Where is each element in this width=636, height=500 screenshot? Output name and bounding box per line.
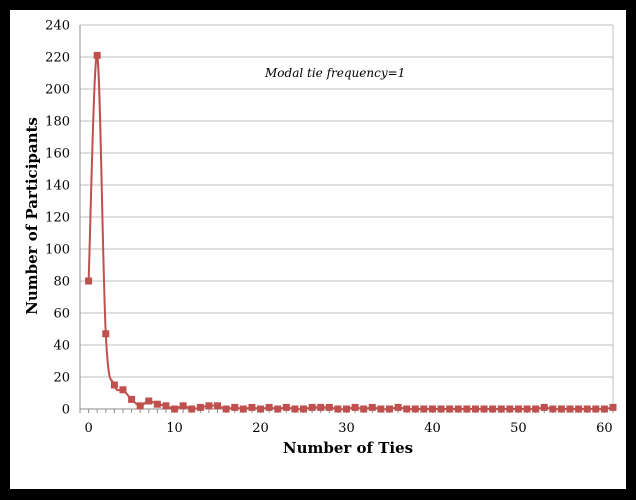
- data-point-marker: [274, 405, 282, 413]
- y-tick-label: 0: [62, 403, 70, 418]
- y-tick-labels: 0 20 40 60 80 100 120 140 160 180 200 220 240: [45, 19, 70, 418]
- data-point-marker: [282, 403, 290, 411]
- data-point-marker: [325, 403, 333, 411]
- data-point-marker: [93, 51, 101, 59]
- data-point-marker: [566, 405, 574, 413]
- data-point-marker: [557, 405, 565, 413]
- data-point-marker: [480, 405, 488, 413]
- data-point-marker: [360, 405, 368, 413]
- data-point-marker: [136, 402, 144, 410]
- data-point-marker: [231, 403, 239, 411]
- x-tick-label: 50: [510, 421, 527, 436]
- data-point-marker: [403, 405, 411, 413]
- data-point-marker: [128, 395, 136, 403]
- x-tick-label: 60: [596, 421, 613, 436]
- data-point-marker: [463, 405, 471, 413]
- data-point-marker: [351, 403, 359, 411]
- data-point-marker: [471, 405, 479, 413]
- y-tick-label: 20: [53, 371, 70, 386]
- y-tick-label: 220: [45, 51, 70, 66]
- y-axis-title: Number of Participants: [23, 117, 41, 315]
- data-point-marker: [110, 381, 118, 389]
- data-point-marker: [300, 405, 308, 413]
- data-point-marker: [239, 405, 247, 413]
- data-point-marker: [454, 405, 462, 413]
- y-tick-label: 180: [45, 115, 70, 130]
- data-point-marker: [394, 403, 402, 411]
- y-tick-label: 240: [45, 19, 70, 34]
- data-point-marker: [437, 405, 445, 413]
- x-tick-label: 0: [84, 421, 92, 436]
- data-point-marker: [222, 405, 230, 413]
- data-point-marker: [265, 403, 273, 411]
- data-point-marker: [85, 277, 93, 285]
- series-path: [87, 54, 614, 411]
- x-axis-title: Number of Ties: [283, 439, 413, 457]
- data-point-marker: [592, 405, 600, 413]
- y-tick-label: 80: [53, 275, 70, 290]
- x-tick-label: 30: [338, 421, 355, 436]
- data-point-marker: [532, 405, 540, 413]
- y-tick-label: 160: [45, 147, 70, 162]
- data-point-marker: [514, 405, 522, 413]
- data-point-marker: [188, 405, 196, 413]
- data-point-marker: [428, 405, 436, 413]
- data-point-marker: [343, 405, 350, 413]
- data-point-marker: [506, 405, 514, 413]
- data-point-marker: [377, 405, 385, 413]
- data-point-marker: [308, 403, 316, 411]
- y-tick-label: 120: [45, 211, 70, 226]
- data-point-marker: [102, 330, 110, 338]
- data-point-marker: [317, 403, 325, 411]
- x-tick-labels: 0 10 20 30 40 50 60: [84, 421, 612, 436]
- data-point-marker: [214, 402, 222, 410]
- data-point-marker: [153, 400, 161, 408]
- data-point-marker: [248, 403, 256, 411]
- data-point-marker: [600, 405, 608, 413]
- data-point-marker: [368, 403, 376, 411]
- y-tick-label: 140: [45, 179, 70, 194]
- data-point-marker: [497, 405, 505, 413]
- data-point-marker: [489, 405, 497, 413]
- data-point-marker: [540, 403, 548, 411]
- data-point-marker: [523, 405, 531, 413]
- data-point-marker: [385, 405, 393, 413]
- data-point-marker: [119, 386, 127, 394]
- gridlines: [79, 24, 614, 413]
- data-point-marker: [575, 405, 583, 413]
- data-point-marker: [411, 405, 419, 413]
- data-point-marker: [196, 403, 204, 411]
- x-tick-label: 40: [424, 421, 441, 436]
- y-tick-label: 200: [45, 83, 70, 98]
- data-point-marker: [420, 405, 428, 413]
- data-point-marker: [549, 405, 557, 413]
- y-tick-label: 40: [53, 339, 70, 354]
- y-tick-label: 60: [53, 307, 70, 322]
- x-tick-label: 10: [166, 421, 183, 436]
- data-point-marker: [145, 397, 153, 405]
- series-line: [87, 54, 614, 411]
- data-point-marker: [291, 405, 299, 413]
- data-point-marker: [205, 402, 213, 410]
- data-point-marker: [583, 405, 591, 413]
- data-point-marker: [179, 402, 187, 410]
- data-point-marker: [257, 405, 265, 413]
- series-markers: [85, 51, 617, 413]
- x-tick-label: 20: [252, 421, 269, 436]
- data-point-marker: [334, 405, 342, 413]
- y-tick-label: 100: [45, 243, 70, 258]
- data-point-marker: [609, 403, 617, 411]
- data-point-marker: [162, 402, 170, 410]
- data-point-marker: [446, 405, 454, 413]
- data-point-marker: [171, 405, 179, 413]
- annotation-text: Modal tie frequency=1: [264, 66, 405, 80]
